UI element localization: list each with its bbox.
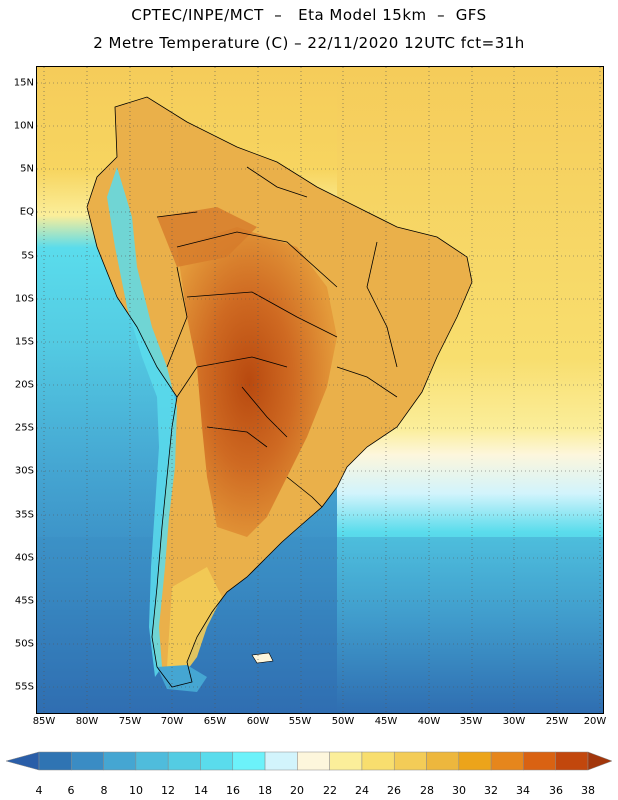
lat-label: EQ bbox=[19, 206, 34, 218]
colorbar-tick: 26 bbox=[387, 784, 401, 797]
lat-label: 5S bbox=[21, 250, 34, 262]
lon-label: 40W bbox=[417, 716, 441, 727]
colorbar-arrow-low bbox=[5, 751, 40, 771]
colorbar-tick: 4 bbox=[35, 784, 43, 797]
lat-label: 40S bbox=[14, 552, 34, 564]
colorbar-tick: 30 bbox=[452, 784, 466, 797]
colorbar-tick: 14 bbox=[194, 784, 208, 797]
lon-label: 85W bbox=[32, 716, 56, 727]
map-title: CPTEC/INPE/MCT – Eta Model 15km – GFS bbox=[131, 6, 487, 24]
lat-label: 25S bbox=[14, 422, 34, 434]
lon-label: 70W bbox=[160, 716, 184, 727]
lon-label: 80W bbox=[75, 716, 99, 727]
colorbar-swatch bbox=[426, 751, 460, 771]
colorbar-swatch bbox=[458, 751, 492, 771]
colorbar-swatch bbox=[523, 751, 556, 771]
southern-ocean bbox=[37, 537, 603, 713]
lat-label: 55S bbox=[14, 681, 34, 693]
lon-label: 65W bbox=[203, 716, 227, 727]
colorbar-tick: 36 bbox=[549, 784, 563, 797]
lat-label: 5N bbox=[20, 163, 34, 175]
colorbar-swatch bbox=[71, 751, 104, 771]
colorbar-tick: 28 bbox=[420, 784, 434, 797]
colorbar-tick: 8 bbox=[100, 784, 108, 797]
falkland-islands bbox=[251, 652, 274, 664]
colorbar-arrow-high bbox=[587, 751, 613, 771]
map-canvas bbox=[37, 67, 603, 713]
colorbar-swatch bbox=[200, 751, 234, 771]
lat-label: 20S bbox=[14, 379, 34, 391]
colorbar-swatch bbox=[555, 751, 589, 771]
lon-label: 30W bbox=[502, 716, 526, 727]
lat-label: 45S bbox=[14, 595, 34, 607]
colorbar-swatch bbox=[135, 751, 169, 771]
lat-label: 15N bbox=[13, 77, 34, 89]
lat-label: 10N bbox=[13, 120, 34, 132]
hot-interior bbox=[177, 227, 337, 537]
temperature-map bbox=[36, 66, 604, 714]
colorbar-tick: 34 bbox=[516, 784, 530, 797]
lon-label: 45W bbox=[374, 716, 398, 727]
colorbar-swatch bbox=[103, 751, 137, 771]
colorbar-tick: 12 bbox=[161, 784, 175, 797]
colorbar-tick: 24 bbox=[355, 784, 369, 797]
lat-label: 30S bbox=[14, 465, 34, 477]
colorbar-tick: 22 bbox=[323, 784, 337, 797]
lat-label: 35S bbox=[14, 509, 34, 521]
colorbar-swatch bbox=[38, 751, 72, 771]
colorbar-tick: 20 bbox=[290, 784, 304, 797]
amazon-warm bbox=[157, 207, 257, 267]
colorbar-swatch bbox=[361, 751, 395, 771]
lon-label: 20W bbox=[583, 716, 607, 727]
colorbar-tick: 38 bbox=[581, 784, 595, 797]
colorbar-swatch bbox=[232, 751, 266, 771]
colorbar-tick: 6 bbox=[67, 784, 75, 797]
colorbar-swatch bbox=[490, 751, 524, 771]
colorbar-tick: 32 bbox=[484, 784, 498, 797]
lon-label: 55W bbox=[288, 716, 312, 727]
colorbar bbox=[5, 751, 613, 771]
lon-label: 50W bbox=[331, 716, 355, 727]
colorbar-swatch bbox=[393, 751, 427, 771]
colorbar-swatch bbox=[167, 751, 201, 771]
colorbar-tick: 10 bbox=[129, 784, 143, 797]
patagonia bbox=[167, 567, 222, 677]
tierra-del-fuego bbox=[157, 665, 207, 692]
lat-label: 50S bbox=[14, 638, 34, 650]
andes-cold bbox=[107, 167, 177, 677]
map-subtitle: 2 Metre Temperature (C) – 22/11/2020 12U… bbox=[93, 34, 525, 52]
colorbar-tick: 18 bbox=[258, 784, 272, 797]
colorbar-swatch bbox=[297, 751, 330, 771]
lat-label: 15S bbox=[14, 336, 34, 348]
lon-label: 75W bbox=[118, 716, 142, 727]
lat-label: 10S bbox=[14, 293, 34, 305]
lon-label: 25W bbox=[545, 716, 569, 727]
lon-label: 60W bbox=[246, 716, 270, 727]
colorbar-swatch bbox=[329, 751, 363, 771]
colorbar-swatch bbox=[264, 751, 298, 771]
country-borders bbox=[86, 96, 473, 688]
colorbar-tick: 16 bbox=[226, 784, 240, 797]
colorbar-swatches bbox=[5, 751, 613, 771]
lon-label: 35W bbox=[459, 716, 483, 727]
